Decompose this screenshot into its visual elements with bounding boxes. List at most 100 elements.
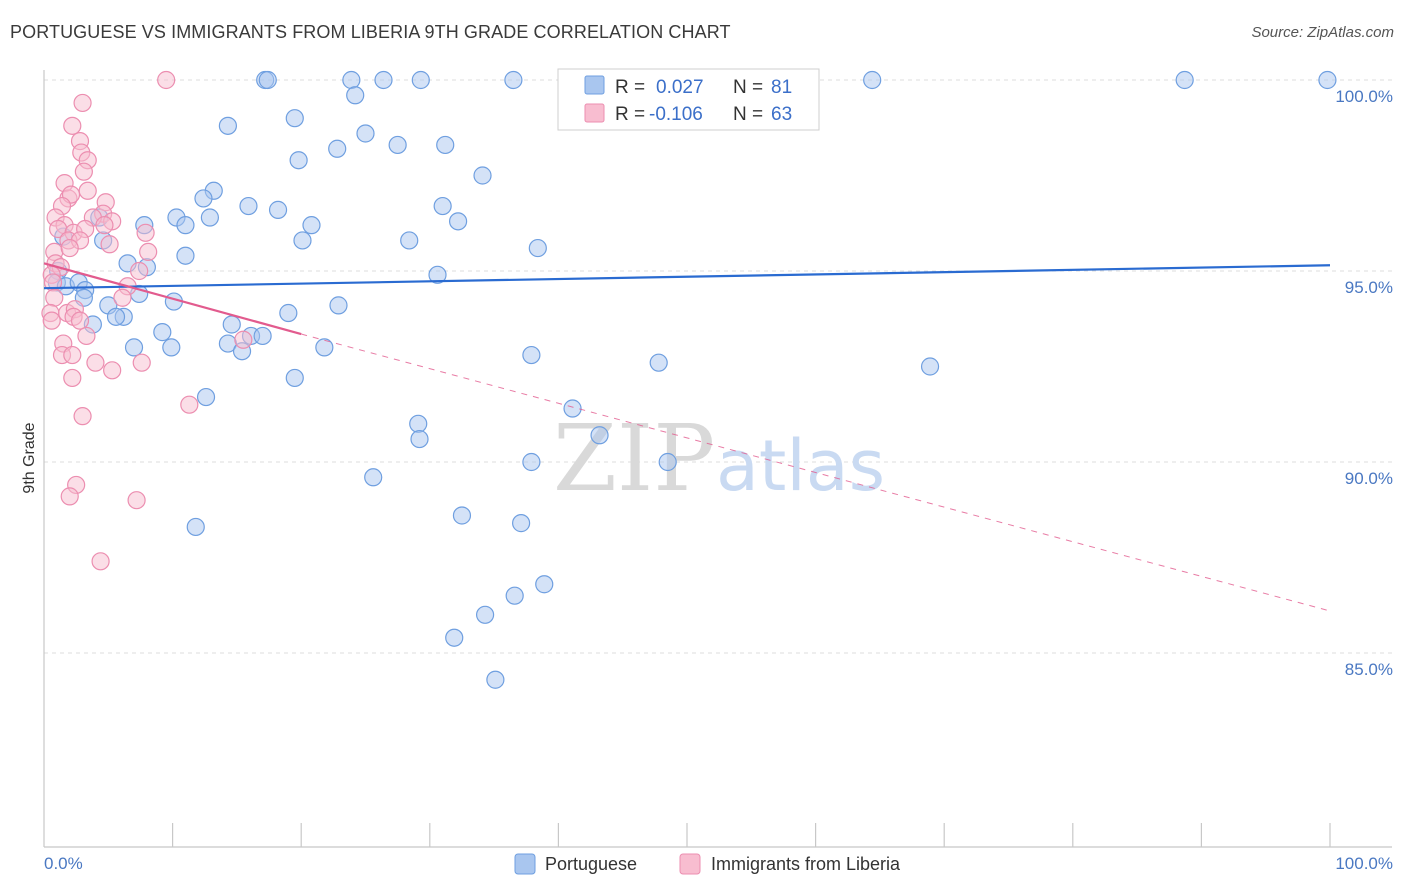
liberia-point-56 xyxy=(127,491,146,510)
portuguese-point-57 xyxy=(153,323,172,342)
liberia-point-8 xyxy=(78,181,97,200)
liberia-point-36 xyxy=(113,288,132,307)
portuguese-point-53 xyxy=(106,307,126,326)
portuguese-point-54 xyxy=(222,315,241,334)
portuguese-point-12 xyxy=(218,116,237,135)
portuguese-point-64 xyxy=(649,353,668,372)
portuguese-point-3 xyxy=(374,70,393,90)
trend-lines xyxy=(43,262,1331,612)
bottom-legend-label-portuguese: Portuguese xyxy=(545,854,637,874)
portuguese-point-14 xyxy=(436,135,455,155)
chart-title: PORTUGUESE VS IMMIGRANTS FROM LIBERIA 9T… xyxy=(10,22,731,42)
portuguese-point-4 xyxy=(411,70,430,90)
liberia-point-48 xyxy=(86,353,105,372)
portuguese-point-65 xyxy=(920,357,940,376)
legend-n-label-portuguese: N = xyxy=(733,77,763,98)
portuguese-point-78 xyxy=(535,575,554,594)
portuguese-point-71 xyxy=(590,426,609,445)
portuguese-point-50 xyxy=(279,303,298,323)
portuguese-point-80 xyxy=(475,605,495,624)
x-tick-label-max: 100.0% xyxy=(1335,854,1393,873)
watermark-zip: ZIP xyxy=(553,405,715,512)
portuguese-point-69 xyxy=(409,414,428,433)
portuguese-point-76 xyxy=(512,514,531,533)
portuguese-point-2 xyxy=(342,70,361,90)
portuguese-point-49 xyxy=(329,296,348,315)
portuguese-point-63 xyxy=(522,345,541,365)
portuguese-point-60 xyxy=(162,338,181,357)
legend-r-value-liberia: -0.106 xyxy=(649,104,703,125)
legend-n-label-liberia: N = xyxy=(733,104,763,125)
portuguese-point-77 xyxy=(186,517,205,537)
legend-r-label-portuguese: R = xyxy=(615,77,645,98)
legend-r-value-portuguese: 0.027 xyxy=(656,77,704,98)
legend-n-value-liberia: 63 xyxy=(771,104,792,125)
portuguese-point-1 xyxy=(258,70,277,90)
trend-line-liberia-extension xyxy=(301,333,1331,612)
liberia-point-57 xyxy=(91,552,110,571)
legend-n-value-portuguese: 81 xyxy=(771,77,792,98)
liberia-point-0 xyxy=(157,70,176,90)
series-liberia xyxy=(41,70,253,571)
liberia-point-55 xyxy=(60,487,79,506)
liberia-point-21 xyxy=(95,216,114,235)
portuguese-point-5 xyxy=(504,70,523,90)
legend-swatch-portuguese xyxy=(584,75,605,95)
source-label: Source: ZipAtlas.com xyxy=(1251,24,1394,41)
x-tick-label-min: 0.0% xyxy=(44,854,83,873)
watermark: ZIP atlas xyxy=(553,405,885,512)
portuguese-point-72 xyxy=(522,452,541,472)
trend-line-portuguese xyxy=(43,264,1331,290)
liberia-point-47 xyxy=(63,345,82,365)
portuguese-point-18 xyxy=(473,166,492,185)
portuguese-point-23 xyxy=(433,196,452,216)
portuguese-point-21 xyxy=(239,196,258,216)
liberia-point-41 xyxy=(42,311,61,330)
liberia-point-2 xyxy=(63,116,82,135)
liberia-point-43 xyxy=(77,326,96,346)
portuguese-point-20 xyxy=(194,189,213,208)
y-tick-label-90: 90.0% xyxy=(1345,469,1393,488)
liberia-point-49 xyxy=(103,361,122,380)
y-tick-label-85: 85.0% xyxy=(1345,660,1393,679)
portuguese-point-40 xyxy=(428,265,447,284)
bottom-legend-swatch-portuguese xyxy=(514,853,536,875)
portuguese-point-59 xyxy=(124,338,144,357)
y-tick-label-100: 100.0% xyxy=(1335,87,1393,106)
portuguese-point-36 xyxy=(176,246,195,265)
portuguese-point-22 xyxy=(268,200,288,219)
bottom-legend-swatch-liberia xyxy=(679,853,701,875)
portuguese-point-73 xyxy=(658,452,677,472)
liberia-point-42 xyxy=(70,311,90,330)
portuguese-point-68 xyxy=(563,399,582,418)
portuguese-point-17 xyxy=(289,151,308,170)
liberia-point-53 xyxy=(73,407,92,426)
portuguese-point-8 xyxy=(1175,70,1194,90)
portuguese-point-61 xyxy=(315,338,334,357)
portuguese-point-81 xyxy=(445,628,464,647)
portuguese-point-7 xyxy=(863,70,882,90)
y-tick-label-95: 95.0% xyxy=(1345,278,1393,297)
portuguese-point-11 xyxy=(285,109,304,128)
portuguese-point-29 xyxy=(302,216,321,235)
liberia-point-45 xyxy=(234,330,253,349)
portuguese-point-70 xyxy=(410,429,429,449)
bottom-legend: Portuguese Immigrants from Liberia xyxy=(514,853,901,875)
portuguese-point-79 xyxy=(505,586,524,605)
portuguese-point-25 xyxy=(200,208,219,227)
liberia-point-51 xyxy=(63,368,82,388)
y-tick-labels: 85.0% 90.0% 95.0% 100.0% xyxy=(1335,87,1393,679)
portuguese-point-74 xyxy=(364,468,383,487)
grid xyxy=(44,79,1392,654)
liberia-point-6 xyxy=(74,162,93,181)
series-portuguese xyxy=(47,70,1337,689)
liberia-point-28 xyxy=(139,242,158,261)
liberia-point-25 xyxy=(100,235,119,254)
portuguese-point-58 xyxy=(253,326,272,346)
liberia-point-1 xyxy=(73,93,92,113)
axes xyxy=(43,70,1392,848)
portuguese-point-15 xyxy=(388,135,407,155)
legend-box: R = 0.027 N = 81 R = -0.106 N = 63 xyxy=(557,68,820,131)
portuguese-point-33 xyxy=(293,231,312,250)
